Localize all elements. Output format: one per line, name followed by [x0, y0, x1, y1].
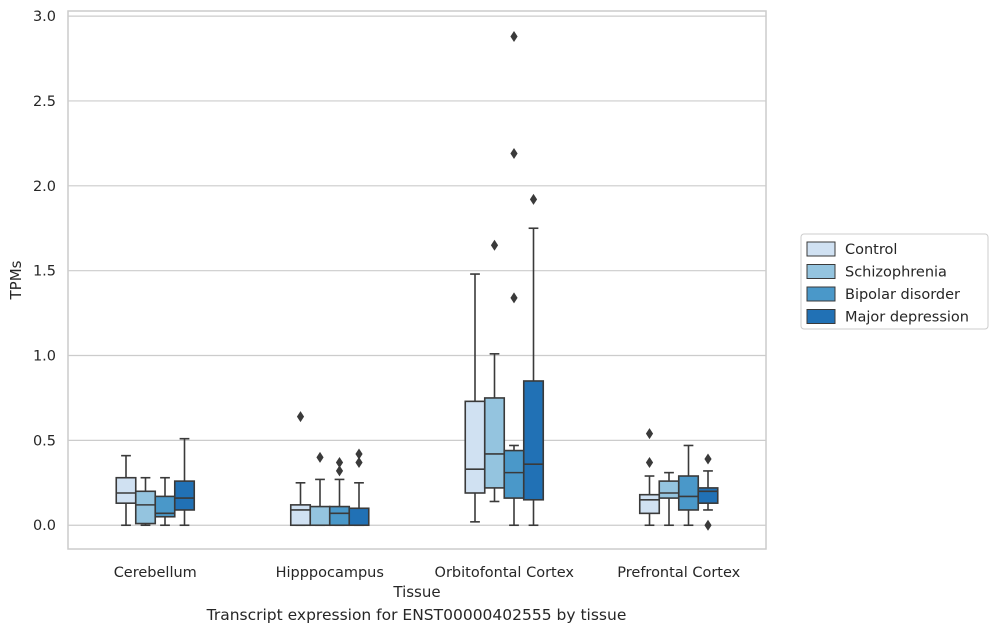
- outlier-point: [355, 448, 363, 460]
- legend: Control Schizophrenia Bipolar disorder Majo…: [800, 233, 989, 330]
- y-axis-label: TPMs: [7, 260, 25, 300]
- box-body: [115, 476, 137, 504]
- legend-swatch: [806, 241, 836, 257]
- x-tick-label: Hipppocampus: [276, 565, 384, 581]
- box-body: [697, 487, 719, 504]
- legend-frame: [800, 233, 989, 330]
- box: [309, 451, 331, 527]
- box-body: [348, 507, 370, 527]
- box-body: [658, 480, 680, 499]
- gridlines: [68, 15, 766, 526]
- outlier-point: [704, 519, 712, 531]
- box-body: [289, 504, 312, 527]
- y-tick-label: 1.0: [33, 349, 56, 365]
- box: [522, 193, 545, 527]
- box: [658, 471, 680, 527]
- outlier-point: [355, 456, 363, 468]
- series-major-depression: [173, 193, 719, 531]
- legend-label: Schizophrenia: [845, 265, 947, 281]
- legend-label: Bipolar disorder: [845, 287, 960, 303]
- box-body: [173, 480, 196, 511]
- y-tick-label: 3.0: [33, 9, 56, 25]
- box-body: [483, 397, 506, 489]
- box: [677, 444, 700, 527]
- outlier-point: [510, 30, 518, 42]
- outlier-point: [490, 239, 499, 251]
- x-tick-label: Orbitofontal Cortex: [435, 565, 575, 581]
- box: [115, 454, 137, 527]
- y-axis-ticks: 0.0 0.5 1.0 1.5 2.0 2.5 3.0: [33, 9, 56, 534]
- x-axis-label: Tissue: [392, 583, 440, 601]
- legend-label: Major depression: [845, 310, 969, 326]
- outlier-point: [510, 148, 518, 160]
- box-body: [328, 505, 351, 527]
- legend-swatch: [806, 286, 836, 302]
- box-body: [677, 475, 700, 511]
- box: [483, 239, 506, 503]
- box: [173, 437, 196, 527]
- outlier-point: [316, 451, 324, 463]
- plot-frame: [67, 10, 767, 550]
- series-control: [115, 273, 661, 527]
- legend-item: Schizophrenia: [806, 264, 947, 281]
- box-plot-series: [115, 30, 719, 531]
- box: [289, 411, 312, 527]
- outlier-point: [510, 292, 518, 304]
- outlier-point: [335, 456, 344, 468]
- box-body: [134, 490, 157, 525]
- x-tick-label: Cerebellum: [114, 565, 197, 581]
- box: [154, 476, 176, 527]
- chart-caption: Transcript expression for ENST0000040255…: [206, 606, 627, 624]
- legend-item: Control: [806, 241, 897, 258]
- box-body: [638, 493, 661, 515]
- y-tick-label: 2.5: [33, 94, 56, 110]
- box: [464, 273, 486, 523]
- y-tick-label: 0.5: [33, 433, 56, 449]
- box: [503, 30, 525, 527]
- outlier-point: [704, 453, 712, 465]
- outlier-point: [296, 411, 305, 423]
- legend-item: Bipolar disorder: [806, 286, 960, 303]
- y-tick-label: 2.0: [33, 179, 56, 195]
- outlier-point: [645, 456, 654, 468]
- legend-swatch: [806, 264, 836, 279]
- box: [348, 448, 370, 527]
- box-body: [503, 449, 525, 499]
- box-body: [309, 505, 331, 527]
- outlier-point: [645, 428, 654, 440]
- series-schizophrenia: [134, 239, 680, 527]
- y-tick-label: 0.0: [33, 518, 56, 534]
- outlier-point: [335, 465, 344, 477]
- x-axis-ticks: Cerebellum Hipppocampus Orbitofontal Corte…: [114, 565, 741, 581]
- box-body: [464, 400, 486, 494]
- y-tick-label: 1.5: [33, 264, 56, 280]
- box: [638, 428, 661, 527]
- legend-label: Control: [845, 242, 897, 258]
- box: [134, 476, 157, 527]
- box: [697, 453, 719, 531]
- box: [328, 456, 351, 527]
- box-body: [522, 380, 545, 501]
- series-bipolar-disorder: [154, 30, 700, 527]
- x-tick-label: Prefrontal Cortex: [617, 565, 740, 581]
- legend-item: Major depression: [806, 309, 969, 326]
- legend-swatch: [806, 309, 836, 324]
- outlier-point: [529, 193, 538, 205]
